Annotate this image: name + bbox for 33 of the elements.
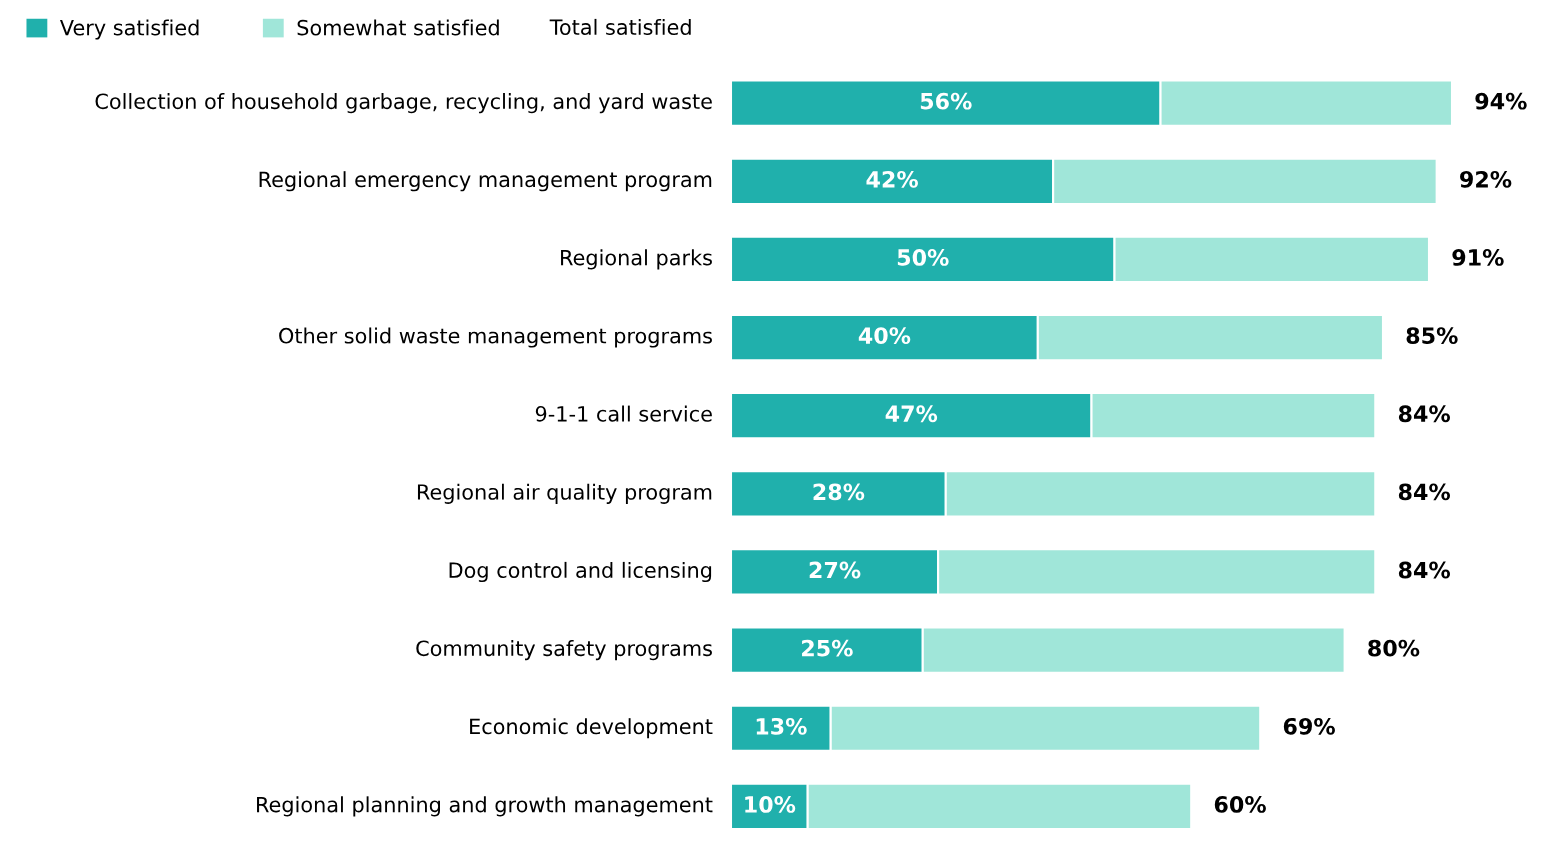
total-label: 84%: [1398, 405, 1450, 423]
data-label: 40%: [858, 327, 911, 344]
y-tick-label: 9-1-1 call service: [535, 405, 712, 422]
total-label: 84%: [1398, 483, 1450, 501]
y-tick-label: Regional air quality program: [417, 483, 712, 504]
text: Total satisfied: [549, 18, 691, 36]
data-label: 50%: [897, 249, 949, 266]
data-label: 56%: [920, 92, 972, 110]
y-tick-label: Other solid waste management programs: [279, 327, 712, 348]
data-label: 42%: [866, 170, 918, 188]
total-label: 85%: [1406, 327, 1458, 344]
total-label: 60%: [1214, 796, 1266, 813]
y-tick-label: Collection of household garbage, recycling, and yard waste: [95, 93, 712, 114]
total-label: 94%: [1475, 92, 1527, 110]
data-label: 25%: [802, 639, 853, 657]
y-tick-label: Community safety programs: [416, 640, 712, 661]
total-label: 80%: [1368, 639, 1420, 657]
total-label: 69%: [1283, 717, 1335, 735]
y-tick-label: Economic development: [470, 718, 713, 739]
total-label: 91%: [1452, 249, 1504, 266]
y-tick-label: Dog control and licensing: [449, 561, 712, 583]
data-label: 27%: [809, 561, 861, 579]
legend-label: Very satisfied: [59, 19, 199, 40]
legend-label: Somewhat satisfied: [297, 19, 499, 36]
total-label: 92%: [1460, 170, 1512, 188]
data-label: 13%: [756, 717, 807, 735]
total-label: 84%: [1398, 561, 1450, 579]
data-label: 28%: [813, 483, 865, 501]
data-label: 10%: [745, 796, 796, 813]
y-tick-label: Regional parks: [561, 249, 712, 270]
data-label: 47%: [885, 405, 938, 423]
y-tick-label: Regional planning and growth management: [257, 796, 713, 817]
y-tick-label: Regional emergency management program: [259, 171, 712, 192]
